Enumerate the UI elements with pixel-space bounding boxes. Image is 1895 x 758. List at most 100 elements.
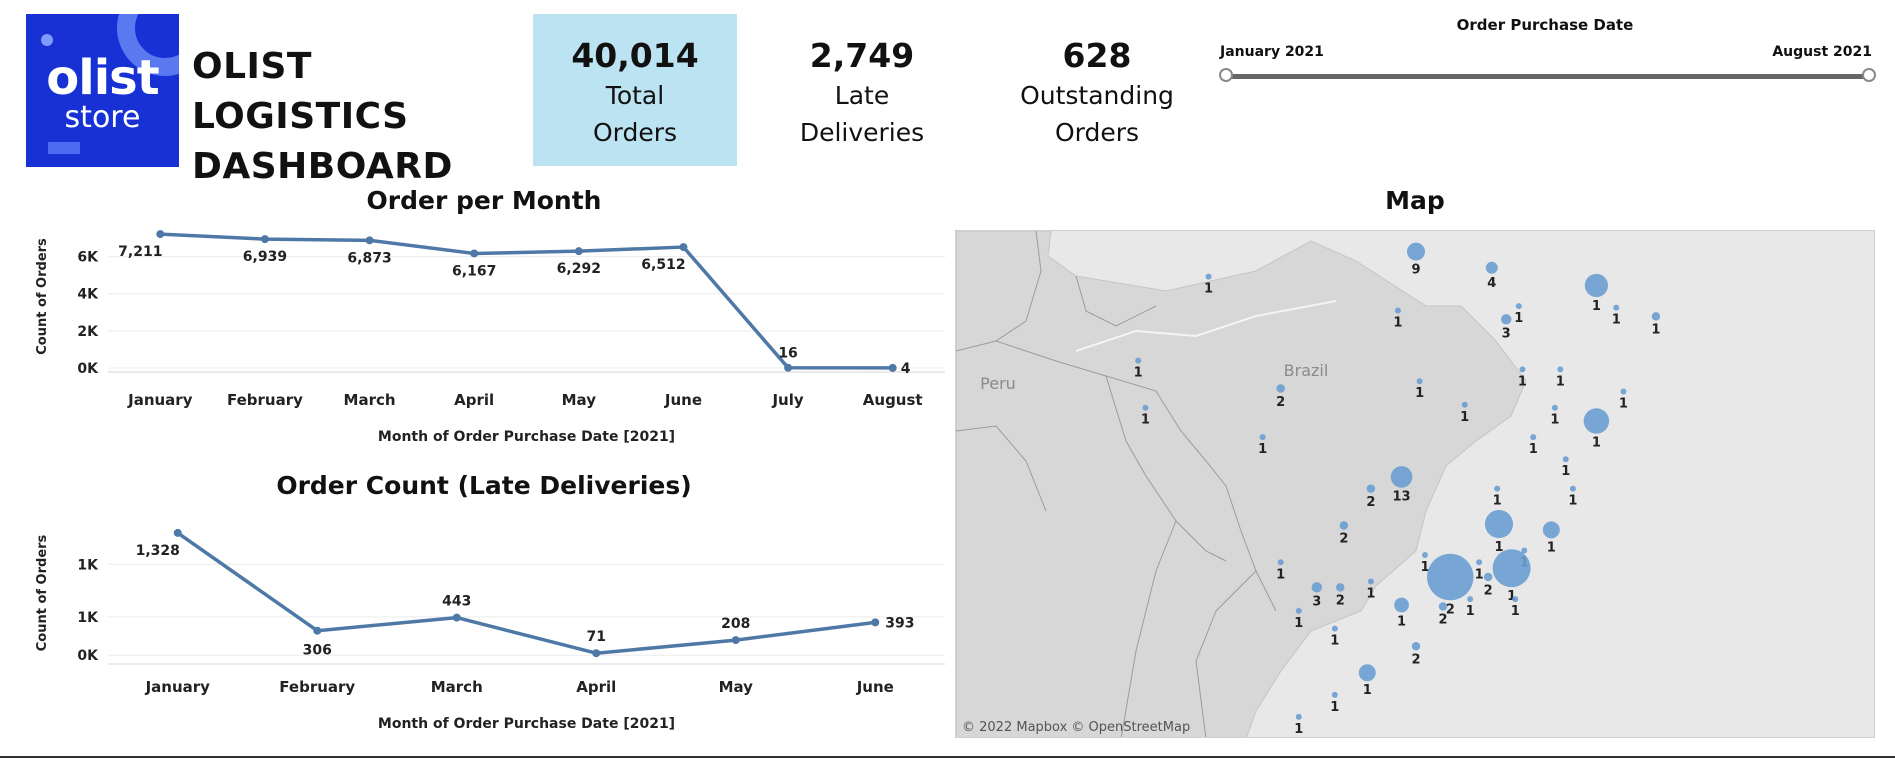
map-marker-label: 1 (1134, 366, 1143, 381)
map-marker[interactable] (1438, 602, 1448, 611)
map-marker[interactable] (1390, 466, 1413, 488)
series-line (176, 531, 876, 655)
data-point[interactable] (260, 235, 269, 244)
map-marker[interactable] (1422, 551, 1429, 558)
data-label: 443 (442, 594, 471, 610)
map-marker[interactable] (1205, 273, 1212, 280)
map-marker-label: 1 (1507, 589, 1516, 604)
late-deliveries-title: Order Count (Late Deliveries) (276, 471, 692, 500)
map-marker[interactable] (1515, 303, 1522, 310)
map-marker[interactable] (1651, 312, 1661, 321)
map-marker[interactable] (1613, 304, 1620, 311)
date-filter-end-handle[interactable] (1862, 68, 1876, 82)
map-marker[interactable] (1411, 641, 1421, 651)
map-marker[interactable] (1485, 261, 1498, 274)
map-marker[interactable] (1542, 521, 1560, 539)
y-tick-label: 1K (77, 557, 99, 573)
map-marker[interactable] (1501, 314, 1512, 325)
map-marker-label: 1 (1460, 410, 1469, 425)
map-marker-label: 1 (1258, 442, 1267, 457)
map-marker[interactable] (1551, 404, 1558, 411)
late-deliveries-chart[interactable]: 0K 1K 1K 1,328 January 306 February 443 March 71 A… (30, 510, 950, 740)
kpi-late-deliveries[interactable]: 2,749 Late Deliveries (760, 14, 964, 166)
map-marker[interactable] (1276, 384, 1285, 393)
data-point[interactable] (888, 363, 897, 372)
map-marker[interactable] (1484, 509, 1514, 539)
map-marker[interactable] (1394, 307, 1401, 314)
data-label: 6,939 (243, 249, 287, 265)
map-marker[interactable] (1142, 404, 1149, 411)
map-marker[interactable] (1259, 434, 1266, 441)
date-filter-track[interactable] (1226, 74, 1870, 79)
map-marker[interactable] (1335, 583, 1345, 592)
map-marker[interactable] (1620, 388, 1627, 395)
map-marker[interactable] (1394, 597, 1409, 613)
data-point[interactable] (470, 249, 479, 258)
map-marker[interactable] (1295, 713, 1302, 720)
map-marker[interactable] (1476, 559, 1483, 566)
data-point[interactable] (173, 528, 182, 537)
map-marker-label: 1 (1330, 634, 1339, 649)
map-marker[interactable] (1521, 547, 1528, 554)
map-marker[interactable] (1494, 485, 1501, 492)
map-marker[interactable] (1467, 596, 1474, 603)
map-marker[interactable] (1427, 553, 1474, 601)
map-marker-label: 1 (1547, 540, 1556, 555)
series-line (160, 232, 893, 370)
date-filter-end-label: August 2021 (1772, 44, 1872, 60)
brazil-orders-map[interactable]: Brazil Peru 1 1 9 1 4 1 3 1 1 1 1 1 1 1 1 1 1 1 1 1 2 1 1 13 2 1 2 1 1… (955, 230, 1875, 738)
logo-bar-shape (48, 142, 80, 154)
kpi-outstanding-orders[interactable]: 628 Outstanding Orders (990, 14, 1204, 166)
map-marker-label: 1 (1518, 374, 1527, 389)
map-marker-label: 1 (1494, 540, 1503, 555)
country-label-brazil: Brazil (1284, 361, 1329, 380)
map-marker[interactable] (1483, 572, 1493, 582)
orders-per-month-title: Order per Month (366, 186, 602, 215)
map-marker[interactable] (1584, 273, 1609, 298)
map-marker[interactable] (1416, 378, 1423, 385)
map-marker[interactable] (1407, 242, 1425, 261)
map-marker[interactable] (1135, 357, 1142, 364)
logo-brand-subtext: store (64, 100, 141, 135)
x-tick-label: January (127, 391, 193, 409)
orders-per-month-chart[interactable]: 0K 2K 4K 6K 7,211 January 6,939 February 6,873 Ma… (30, 225, 950, 455)
map-marker[interactable] (1461, 401, 1468, 408)
map-marker[interactable] (1277, 559, 1284, 566)
map-marker[interactable] (1331, 625, 1338, 632)
map-marker[interactable] (1492, 549, 1531, 588)
map-marker[interactable] (1358, 664, 1376, 682)
data-point[interactable] (574, 247, 583, 256)
data-point[interactable] (592, 649, 601, 658)
map-marker[interactable] (1557, 366, 1564, 373)
kpi-outstanding-orders-value: 628 (1062, 36, 1132, 75)
data-point[interactable] (784, 363, 793, 372)
map-marker[interactable] (1562, 456, 1569, 463)
data-point[interactable] (731, 636, 740, 645)
map-marker-label: 1 (1561, 464, 1570, 479)
map-marker[interactable] (1367, 578, 1374, 585)
date-filter-start-handle[interactable] (1219, 68, 1233, 82)
data-point[interactable] (679, 243, 688, 252)
data-point[interactable] (156, 230, 165, 239)
map-marker[interactable] (1311, 582, 1322, 593)
data-point[interactable] (452, 613, 461, 622)
kpi-total-orders[interactable]: 40,014 Total Orders (533, 14, 737, 166)
map-marker[interactable] (1583, 408, 1610, 434)
map-marker[interactable] (1530, 434, 1537, 441)
country-border (1225, 485, 1277, 612)
map-marker[interactable] (1295, 607, 1302, 614)
map-marker[interactable] (1519, 366, 1526, 373)
map-marker[interactable] (1366, 484, 1376, 493)
map-marker[interactable] (1331, 691, 1338, 698)
map-marker[interactable] (1569, 485, 1576, 492)
data-point[interactable] (365, 236, 374, 245)
map-marker-label: 1 (1420, 560, 1429, 575)
map-marker[interactable] (1512, 596, 1519, 603)
data-label: 306 (303, 643, 332, 659)
map-marker-label: 1 (1366, 586, 1375, 601)
data-point[interactable] (313, 626, 322, 635)
map-marker[interactable] (1339, 521, 1349, 530)
data-point[interactable] (871, 618, 880, 627)
map-marker-label: 2 (1366, 495, 1375, 510)
